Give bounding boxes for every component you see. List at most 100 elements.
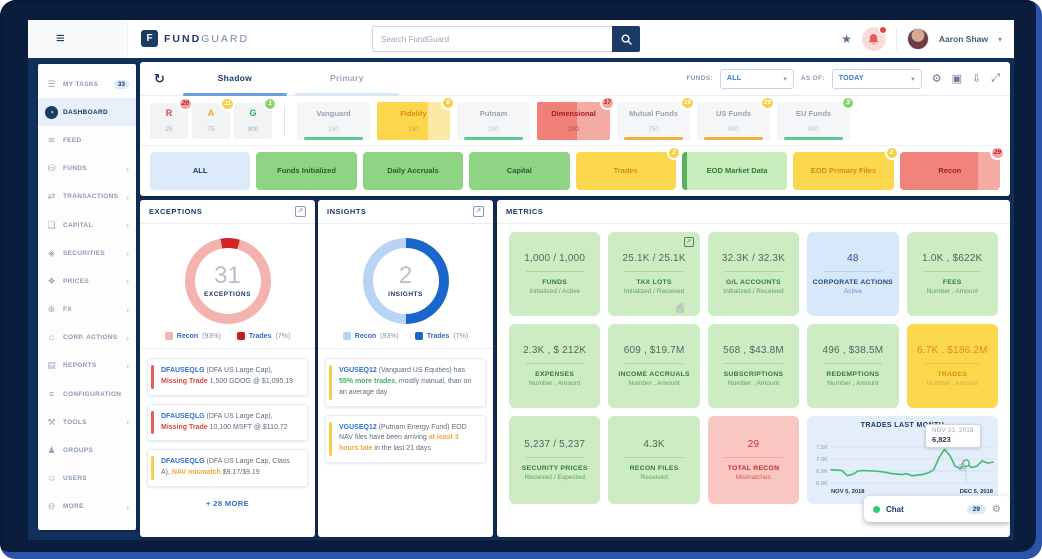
- sidebar-item-label: USERS: [63, 475, 87, 483]
- sidebar-item-my-tasks[interactable]: ☰ MY TASKS 33: [38, 70, 136, 98]
- dashboard-filter-panel: ↻ Shadow Primary FUNDS: ALL ▾ AS OF: TODA…: [140, 62, 1010, 196]
- insights-count: 2: [398, 262, 413, 289]
- metric-security-prices[interactable]: 5,237 / 5,237 SECURITY PRICES Recieved /…: [509, 416, 601, 504]
- metric-subscriptions[interactable]: 568 , $43.8M SUBSCRIPTIONS Number , Amou…: [707, 324, 800, 408]
- fx-icon: ⊕: [47, 304, 56, 315]
- metric-expenses[interactable]: 2.3K , $ 212K EXPENSES Number , Amount: [509, 324, 601, 408]
- expand-exceptions-icon[interactable]: ↗: [295, 206, 306, 217]
- user-avatar[interactable]: [906, 28, 929, 50]
- tab-shadow[interactable]: Shadow: [179, 62, 291, 96]
- filter-recon[interactable]: Recon 29: [899, 146, 1005, 190]
- fund-chip-vanguard[interactable]: Vanguard 150: [297, 101, 370, 140]
- insight-item[interactable]: VGUSEQ12 (Vanguard US Equities) has 55% …: [325, 358, 486, 407]
- filter-badge: 2: [884, 146, 899, 160]
- sidebar-item-fx[interactable]: ⊕ FX ›: [38, 296, 136, 324]
- status-count: 900: [247, 125, 259, 133]
- chat-bar[interactable]: Chat 29 ⚙: [864, 496, 1010, 522]
- sidebar-item-configuration[interactable]: ≡ CONFIGURATION: [38, 380, 136, 408]
- trades-last-month-chart-card[interactable]: TRADES LAST MONTH 7.5K 7.0K 6.5K 6.0K NO…: [807, 416, 998, 504]
- sidebar-item-feed[interactable]: ≋ FEED: [38, 126, 136, 154]
- filter-badge: 2: [666, 146, 681, 160]
- chevron-right-icon: ›: [126, 360, 129, 371]
- metric-fees[interactable]: 1.0K , $622K FEES Number , Amount: [906, 232, 998, 316]
- sidebar-item-prices[interactable]: ❖ PRICES ›: [38, 267, 136, 295]
- menu-hamburger-icon[interactable]: ≡: [56, 30, 65, 47]
- exception-item[interactable]: DFAUSEQLG (DFA US Large Cap), Missing Tr…: [147, 403, 308, 442]
- transactions-icon: ⇄: [47, 191, 56, 202]
- sidebar-item-more[interactable]: ⊖ MORE ›: [38, 493, 136, 521]
- metric-title: REDEMPTIONS: [826, 371, 880, 378]
- fund-code: VGUSEQ12: [339, 367, 377, 374]
- asof-select[interactable]: TODAY ▾: [831, 68, 922, 89]
- settings-gear-icon[interactable]: ⚙: [931, 73, 942, 85]
- search-button[interactable]: [612, 26, 640, 52]
- filter-eod-primary-files[interactable]: EOD Primary Files 2: [793, 146, 899, 190]
- metric-redemptions[interactable]: 496 , $38.5M REDEMPTIONS Number , Amount: [807, 324, 899, 408]
- fund-chip-eu-funds[interactable]: 3 EU Funds 900: [777, 95, 855, 140]
- fund-status-chip-r[interactable]: 20 R 25: [150, 96, 193, 139]
- download-icon[interactable]: ⇩: [971, 73, 982, 85]
- metric-funds[interactable]: 1,000 / 1,000 FUNDS Initialized / Active: [509, 232, 601, 316]
- tab-primary[interactable]: Primary: [291, 62, 403, 96]
- fund-chip-mutual-funds[interactable]: 15 Mutual Funds 750: [617, 95, 695, 140]
- fund-status-chip-g[interactable]: 1 G 900: [234, 96, 277, 139]
- capital-icon: ❏: [47, 219, 56, 230]
- insight-item[interactable]: VGUSEQ12 (Putnam Energy Fund) EOD NAV fi…: [325, 414, 486, 464]
- metric-trades[interactable]: 6.7K , $186.2M TRADES Number , Amount: [906, 324, 998, 408]
- sidebar-item-transactions[interactable]: ⇄ TRANSACTIONS ›: [38, 183, 136, 211]
- user-menu-chevron-icon[interactable]: ▾: [997, 34, 1002, 44]
- filter-capital[interactable]: Capital: [469, 152, 570, 190]
- chat-settings-gear-icon[interactable]: ⚙: [992, 503, 1001, 515]
- chevron-right-icon: ›: [126, 332, 129, 343]
- sidebar-item-users[interactable]: ☺ USERS: [38, 465, 136, 493]
- fund-status-chip-a[interactable]: 11 A 75: [192, 96, 235, 139]
- sidebar-item-dashboard[interactable]: ◔ DASHBOARD: [38, 98, 136, 127]
- expand-card-icon[interactable]: ↗: [683, 237, 694, 247]
- metric-recon-files[interactable]: 4.3K RECON FILES Received: [608, 416, 700, 504]
- fund-chip-fidelity[interactable]: 6 Fidelity 130: [377, 95, 455, 140]
- metric-subtitle: Number , Amount: [529, 380, 581, 387]
- search-icon: [620, 33, 632, 45]
- chevron-right-icon: ›: [126, 220, 129, 231]
- sidebar-item-groups[interactable]: ♟ GROUPS: [38, 436, 136, 464]
- exception-item[interactable]: DFAUSEQLG (DFA US Large Cap), Missing Tr…: [147, 358, 308, 396]
- sidebar-item-funds[interactable]: ⛁ FUNDS ›: [38, 155, 136, 183]
- filter-funds-initialized[interactable]: Funds Initialized: [256, 152, 357, 190]
- sidebar-item-reports[interactable]: ▤ REPORTS ›: [38, 352, 136, 380]
- metric-tax-lots[interactable]: ↗ 25.1K / 25.1K TAX LOTS Initialized / R…: [608, 232, 700, 316]
- filter-trades[interactable]: Trades 2: [575, 146, 681, 190]
- chevron-right-icon: ›: [126, 248, 129, 259]
- fund-chip-us-funds[interactable]: 29 US Funds 900: [697, 95, 775, 140]
- fund-chip-dimensional[interactable]: 17 Dimensional 200: [537, 95, 615, 140]
- sidebar-item-corp-actions[interactable]: ⌂ CORP. ACTIONS ›: [38, 324, 136, 352]
- funds-select[interactable]: ALL ▾: [719, 68, 794, 89]
- filter-all[interactable]: ALL: [150, 152, 251, 190]
- exceptions-more-link[interactable]: + 28 MORE: [206, 499, 249, 509]
- save-icon[interactable]: ▣: [951, 73, 962, 85]
- metric-total-recon[interactable]: 29 TOTAL RECON Mismatches: [707, 416, 800, 504]
- notifications-bell-icon[interactable]: [861, 26, 887, 51]
- filter-eod-market-data[interactable]: EOD Market Data: [681, 152, 788, 190]
- sidebar-item-tools[interactable]: ⚒ TOOLS ›: [38, 408, 136, 436]
- exception-item[interactable]: DFAUSEQLG (DFA US Large Cap, Class A), N…: [147, 449, 308, 488]
- topbar-actions: ★ Aaron Shaw ▾: [841, 20, 1002, 58]
- sidebar-item-label: SECURITIES: [63, 249, 106, 257]
- insights-panel: INSIGHTS ↗ 2 INSIGHTS Recon (93%) Trades(…: [318, 200, 493, 537]
- expand-insights-icon[interactable]: ↗: [473, 206, 484, 217]
- fund-chip-putnam[interactable]: Putnam 100: [457, 101, 530, 140]
- metric-corporate-actions[interactable]: 48 CORPORATE ACTIONS Active: [807, 232, 899, 316]
- sidebar-item-label: MORE: [63, 503, 84, 511]
- sidebar-item-capital[interactable]: ❏ CAPITAL ›: [38, 211, 136, 239]
- y-tick: 7.0K: [816, 457, 828, 463]
- favorites-star-icon[interactable]: ★: [841, 32, 852, 46]
- metric-income-accruals[interactable]: 609 , $19.7M INCOME ACCRUALS Number , Am…: [608, 324, 700, 408]
- search-input[interactable]: [372, 26, 612, 52]
- filter-daily-accruals[interactable]: Daily Accruals: [362, 152, 464, 190]
- refresh-icon[interactable]: ↻: [154, 70, 165, 86]
- metric-value: 4.3K: [643, 439, 665, 450]
- fullscreen-icon[interactable]: ⤢: [991, 72, 1000, 84]
- metric-gl-accounts[interactable]: 32.3K / 32.3K G/L ACCOUNTS Initialized /…: [707, 232, 800, 316]
- sidebar-item-securities[interactable]: ◈ SECURITIES ›: [38, 239, 136, 267]
- topbar-rail-zone: [28, 20, 128, 58]
- metric-subtitle: Active: [843, 288, 862, 295]
